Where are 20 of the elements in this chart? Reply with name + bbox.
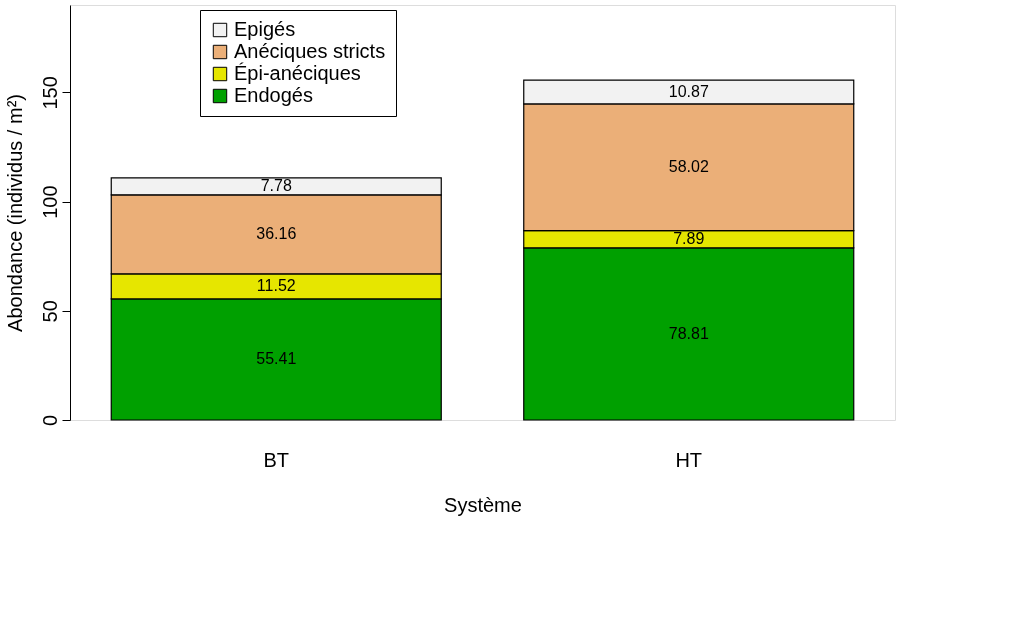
y-tick-label: 100 bbox=[38, 185, 61, 219]
legend-label: Endogés bbox=[234, 84, 313, 106]
legend-label: Épi-anéciques bbox=[234, 62, 361, 84]
y-tick-label: 150 bbox=[38, 76, 61, 110]
x-tick-label: HT bbox=[675, 448, 703, 471]
x-axis-title: Système bbox=[444, 493, 522, 516]
data-label: 78.81 bbox=[668, 324, 709, 342]
y-axis-title: Abondance (individus / m²) bbox=[3, 94, 26, 332]
data-label: 7.89 bbox=[673, 230, 705, 248]
data-label: 55.41 bbox=[256, 350, 297, 368]
data-label: 10.87 bbox=[668, 83, 709, 101]
data-label: 11.52 bbox=[256, 277, 296, 295]
y-tick-label: 0 bbox=[38, 414, 61, 427]
y-tick-label: 50 bbox=[38, 300, 61, 323]
legend-label: Epigés bbox=[234, 18, 296, 40]
data-label: 36.16 bbox=[256, 225, 297, 243]
x-tick-label: BT bbox=[263, 448, 290, 471]
data-label: 58.02 bbox=[668, 158, 709, 176]
legend-label: Anéciques stricts bbox=[234, 40, 386, 62]
data-label: 7.78 bbox=[260, 177, 292, 195]
